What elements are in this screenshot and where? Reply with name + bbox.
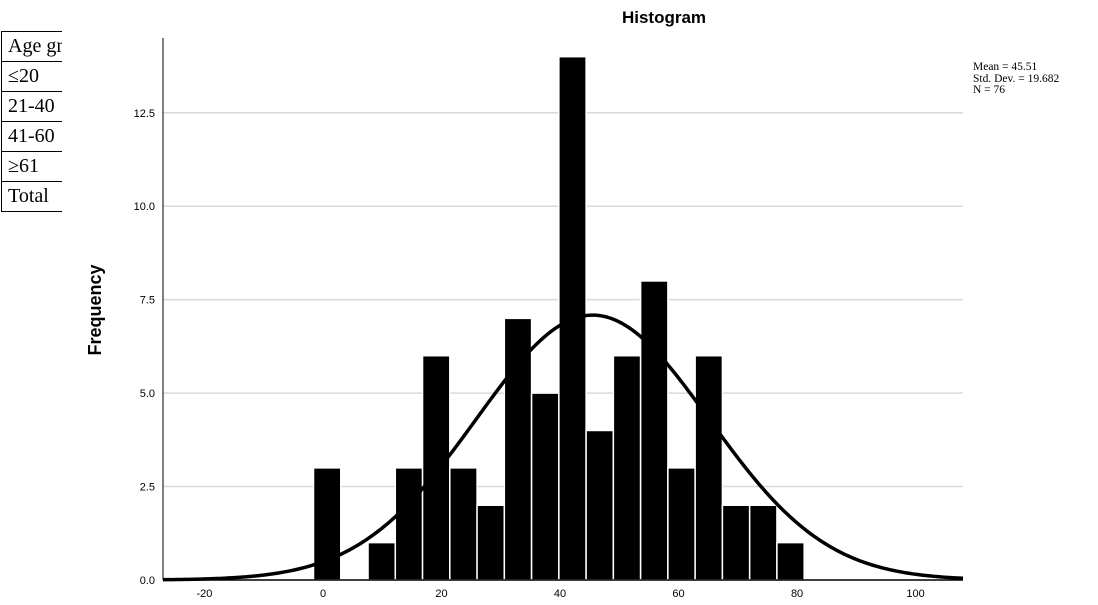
x-tick-label: -20 [197,588,213,600]
stats-legend: Mean = 45.51 Std. Dev. = 19.682 N = 76 [973,61,1060,97]
x-tick-label: 0 [320,588,326,600]
chart-title: Histogram [622,8,706,27]
x-tick-label: 40 [554,588,566,600]
histogram-bar [667,467,696,581]
y-tick-label: 2.5 [140,482,155,494]
std-dev-label: Std. Dev. = 19.682 [973,72,1060,85]
histogram-bar [449,467,478,581]
normal-curve-layer [162,313,964,582]
y-tick-label: 7.5 [140,295,155,307]
histogram-bar [748,504,778,581]
x-tick-label: 80 [791,588,803,600]
histogram-bar [476,504,506,581]
histogram-bar [612,354,642,581]
x-tick-label: 100 [906,588,924,600]
y-tick-label: 0.0 [140,575,155,587]
histogram-bar [694,354,724,581]
tick-labels: 0.0 2.5 5.0 7.5 10.0 12.5 -20 0 20 40 60 80 100 [134,108,925,600]
n-label: N = 76 [973,84,1006,96]
y-axis-label: Frequency [85,264,105,355]
x-tick-label: 60 [672,588,684,600]
axes [162,38,963,581]
histogram-bars [312,55,805,581]
histogram-bar [367,541,397,581]
histogram-bar [585,429,615,581]
x-tick-label: 20 [435,588,447,600]
y-tick-label: 10.0 [134,201,155,213]
normal-curve [162,313,964,582]
histogram-bar [394,467,424,581]
y-tick-label: 5.0 [140,388,155,400]
y-tick-label: 12.5 [134,108,155,120]
histogram-bar [721,504,751,581]
histogram-bar [776,541,805,581]
histogram-bar [530,392,560,581]
histogram-bar [639,280,669,581]
histogram-bar [503,317,533,581]
histogram-bar [421,354,451,581]
mean-label: Mean = 45.51 [973,61,1038,73]
